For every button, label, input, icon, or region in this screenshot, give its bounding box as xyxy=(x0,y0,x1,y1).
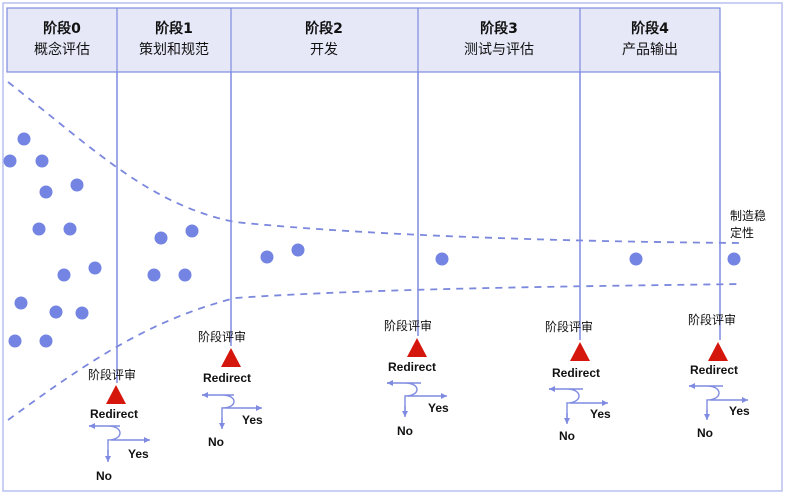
idea-dot xyxy=(14,296,28,310)
idea-dot xyxy=(39,185,53,199)
gate-3: 阶段评审 Redirect Yes No xyxy=(384,318,449,438)
idea-dot xyxy=(49,305,63,319)
gate-review-label: 阶段评审 xyxy=(545,319,593,334)
gate-review-label: 阶段评审 xyxy=(88,367,136,382)
idea-dot xyxy=(57,268,71,282)
idea-dot xyxy=(727,252,741,266)
yes-label: Yes xyxy=(428,401,449,415)
stage-1-name: 策划和规范 xyxy=(139,41,209,58)
idea-dot xyxy=(8,334,22,348)
idea-dot xyxy=(435,252,449,266)
decision-branch-icon xyxy=(387,382,421,416)
idea-dot xyxy=(17,132,31,146)
redirect-triangle-icon xyxy=(221,348,241,367)
stage-2-name: 开发 xyxy=(310,42,338,58)
stage-3-name: 测试与评估 xyxy=(464,42,534,58)
redirect-label: Redirect xyxy=(203,371,251,385)
stage-4-name: 产品输出 xyxy=(622,42,678,58)
no-label: No xyxy=(697,426,713,440)
idea-dot xyxy=(32,222,46,236)
idea-dot xyxy=(291,243,305,257)
stage-0-name: 概念评估 xyxy=(34,41,90,58)
idea-dot xyxy=(75,306,89,320)
gate-2: 阶段评审 Redirect Yes No xyxy=(198,329,263,449)
idea-dot xyxy=(185,224,199,238)
header-bar xyxy=(6,7,721,73)
idea-dot xyxy=(154,231,168,245)
idea-dots xyxy=(3,132,741,348)
redirect-triangle-icon xyxy=(407,338,427,357)
yes-label: Yes xyxy=(242,413,263,427)
gate-review-label: 阶段评审 xyxy=(688,312,736,327)
decision-branch-icon xyxy=(89,425,121,461)
yes-label: Yes xyxy=(590,407,611,421)
funnel-upper-boundary xyxy=(7,81,743,244)
gate-review-label: 阶段评审 xyxy=(384,318,432,333)
idea-dot xyxy=(70,178,84,192)
stage-2-label: 阶段2 xyxy=(305,20,343,37)
gate-5: 阶段评审 Redirect Yes No xyxy=(688,312,750,440)
redirect-triangle-icon xyxy=(106,385,126,404)
gate-review-label: 阶段评审 xyxy=(198,329,246,344)
stage-1-label: 阶段1 xyxy=(155,20,193,37)
yes-label: Yes xyxy=(128,447,149,461)
redirect-label: Redirect xyxy=(90,407,138,421)
idea-dot xyxy=(63,222,77,236)
end-label-line-2: 定性 xyxy=(730,225,754,240)
stage-4-label: 阶段4 xyxy=(631,20,669,37)
idea-dot xyxy=(3,154,17,168)
idea-dot xyxy=(35,154,49,168)
funnel-lower-boundary xyxy=(7,283,743,421)
no-label: No xyxy=(208,435,224,449)
idea-dot xyxy=(260,250,274,264)
idea-dot xyxy=(39,334,53,348)
idea-dot xyxy=(88,261,102,275)
stage-0-label: 阶段0 xyxy=(43,20,81,37)
redirect-triangle-icon xyxy=(570,342,590,361)
redirect-label: Redirect xyxy=(690,363,738,377)
gate-1: 阶段评审 Redirect Yes No xyxy=(88,367,150,483)
stage-3-label: 阶段3 xyxy=(480,20,518,37)
decision-branch-icon xyxy=(549,388,583,423)
redirect-label: Redirect xyxy=(388,360,436,374)
gate-4: 阶段评审 Redirect Yes No xyxy=(545,319,611,443)
idea-dot xyxy=(629,252,643,266)
no-label: No xyxy=(559,429,575,443)
end-label-line-1: 制造稳 xyxy=(730,208,766,223)
redirect-triangle-icon xyxy=(708,342,728,361)
decision-branch-icon xyxy=(689,385,723,419)
no-label: No xyxy=(96,469,112,483)
decision-branch-icon xyxy=(202,394,235,428)
yes-label: Yes xyxy=(729,404,750,418)
redirect-label: Redirect xyxy=(552,366,600,380)
idea-dot xyxy=(147,268,161,282)
idea-dot xyxy=(178,268,192,282)
no-label: No xyxy=(397,424,413,438)
stage-header: 阶段0 概念评估 阶段1 策划和规范 阶段2 开发 阶段3 测试与评估 阶段4 … xyxy=(6,7,721,73)
